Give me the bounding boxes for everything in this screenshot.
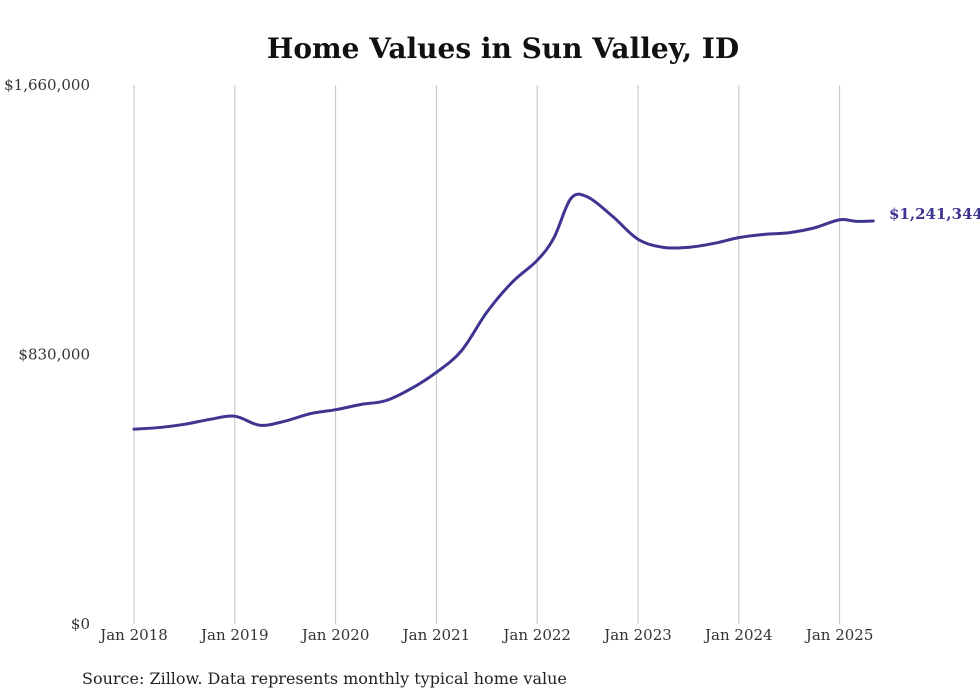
- vertical-gridlines: [133, 85, 841, 624]
- x-tick-label: Jan 2020: [300, 626, 370, 644]
- x-tick-label: Jan 2019: [199, 626, 269, 644]
- x-tick-label: Jan 2024: [703, 626, 773, 644]
- x-tick-label: Jan 2021: [401, 626, 471, 644]
- end-value-label: $1,241,344: [889, 205, 980, 223]
- y-tick-label: $1,660,000: [4, 76, 90, 94]
- x-tick-label: Jan 2023: [602, 626, 672, 644]
- y-tick-label: $830,000: [18, 346, 90, 364]
- x-tick-label: Jan 2022: [501, 626, 571, 644]
- series-layer: [132, 192, 875, 431]
- y-axis-tick-labels: $0 $830,000 $1,660,000: [4, 76, 90, 633]
- x-axis-tick-labels: Jan 2018 Jan 2019 Jan 2020 Jan 2021 Jan 2022…: [98, 626, 873, 644]
- x-tick-label: Jan 2025: [804, 626, 874, 644]
- series-line-0: [132, 192, 875, 431]
- x-tick-label: Jan 2018: [98, 626, 168, 644]
- chart-title: Home Values in Sun Valley, ID: [267, 32, 739, 65]
- y-tick-label: $0: [71, 615, 90, 633]
- source-note: Source: Zillow. Data represents monthly …: [82, 669, 567, 688]
